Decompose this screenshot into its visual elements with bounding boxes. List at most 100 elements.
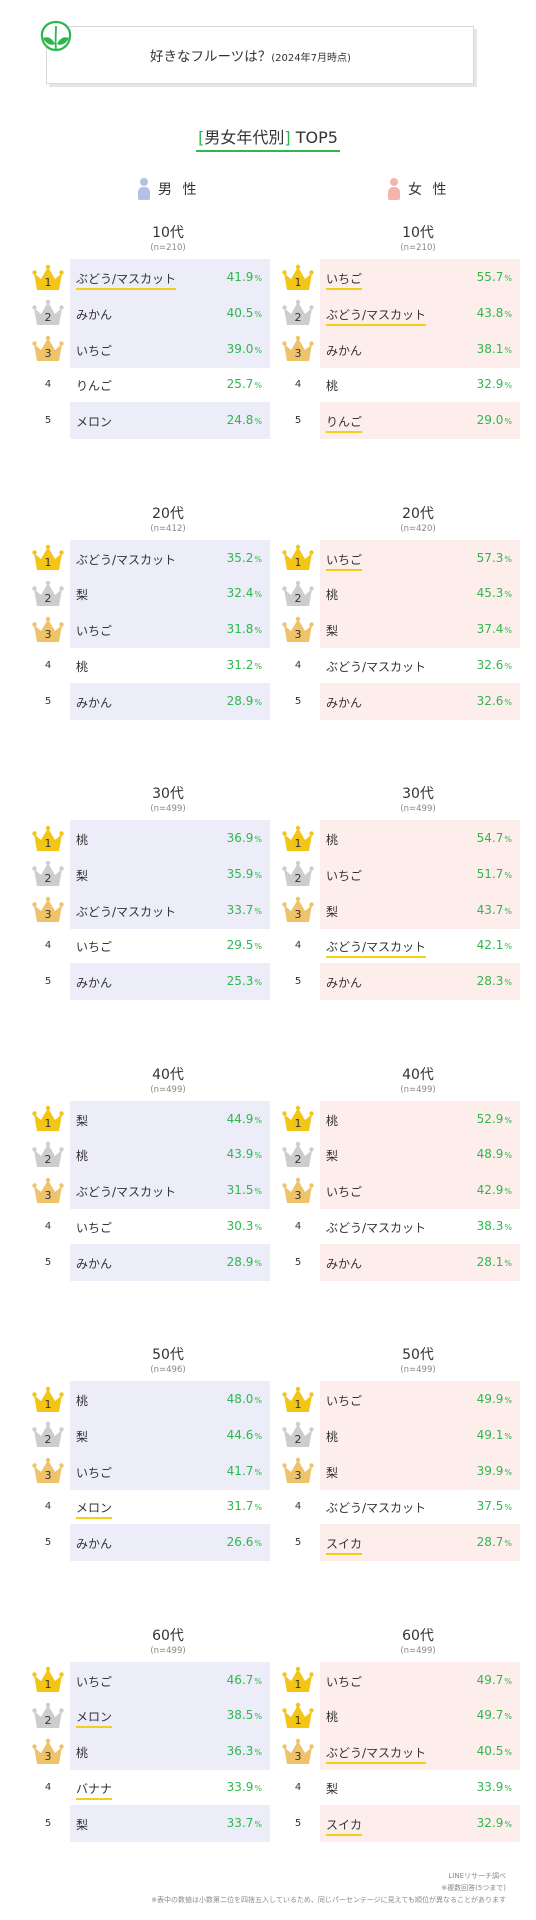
male-ranking-40代: 40代 (n=499) 1 梨 44.9% 2 桃 43.9% 3 ぶどう/マスカット 31.5% 4… (30, 1064, 270, 1281)
percentage-number: 55.7 (476, 270, 504, 284)
row-background (70, 891, 270, 929)
row-background (320, 1661, 520, 1699)
rank-cell: 4 (280, 1208, 316, 1245)
gold-crown-icon: 1 (32, 1386, 64, 1414)
ranking-row: 2 桃 45.3% (280, 575, 520, 613)
fruit-name: いちご (326, 868, 363, 883)
rank-number: 5 (294, 415, 302, 427)
percentage-number: 43.8 (476, 305, 504, 320)
percentage-number: 31.2 (226, 657, 254, 672)
percentage-value: 38.3% (477, 1219, 512, 1233)
rank-number: 3 (44, 1749, 52, 1763)
fruit-name: 桃 (76, 1149, 89, 1164)
rank-number: 1 (44, 836, 52, 850)
ranking-row: 3 梨 39.9% (280, 1452, 520, 1490)
ranking-row: 4 バナナ 33.9% (30, 1769, 270, 1806)
percentage-unit: % (504, 1748, 512, 1758)
footer-source: LINEリサーチ調べ (448, 1872, 506, 1880)
rank-number: 4 (294, 1220, 302, 1232)
ranking-row: 3 ぶどう/マスカット 33.7% (30, 891, 270, 929)
fruit-name: みかん (76, 695, 113, 710)
sample-size: (n=499) (400, 804, 436, 814)
percentage-value: 36.3% (227, 1744, 262, 1758)
percentage-unit: % (504, 1115, 512, 1125)
ranking-row: 1 いちご 55.7% (280, 259, 520, 296)
percentage-value: 49.7% (477, 1673, 512, 1687)
percentage-unit: % (504, 309, 512, 319)
section-title-suffix: TOP5 (290, 128, 338, 147)
rank-cell: 3 (280, 892, 316, 929)
rank-cell: 1 (30, 1101, 66, 1138)
percentage-number: 54.7 (476, 831, 504, 845)
row-background (320, 1136, 520, 1174)
rank-number: 4 (294, 940, 302, 952)
title-text: 好きなフルーツは？ (150, 49, 272, 65)
percentage-unit: % (504, 697, 512, 707)
sample-size: (n=499) (400, 1365, 436, 1375)
female-label: 女 性 (408, 182, 450, 198)
fruit-name: ぶどう/マスカット (326, 1220, 427, 1235)
percentage-number: 43.9 (226, 1147, 254, 1162)
rank-cell: 4 (30, 1488, 66, 1525)
rank-number: 2 (294, 1152, 302, 1166)
percentage-unit: % (504, 1539, 512, 1549)
rank-cell: 3 (30, 1733, 66, 1770)
fruit-name: ぶどう/マスカット (76, 904, 177, 919)
fruit-name: スイカ (326, 1535, 363, 1556)
percentage-number: 31.5 (226, 1183, 254, 1198)
percentage-value: 45.3% (477, 586, 512, 600)
gold-crown-icon: 1 (282, 264, 314, 292)
age-label: 30代 (402, 786, 434, 802)
fruit-name: 桃 (326, 588, 339, 603)
row-background (70, 1243, 270, 1281)
fruit-name: りんご (326, 413, 363, 434)
percentage-unit: % (504, 661, 512, 671)
percentage-number: 52.9 (476, 1111, 504, 1126)
rank-number: 4 (44, 1501, 52, 1513)
ranking-row: 1 桃 36.9% (30, 820, 270, 857)
rank-number: 4 (44, 1220, 52, 1232)
percentage-number: 36.9 (226, 831, 254, 845)
rank-number: 1 (294, 1678, 302, 1691)
percentage-unit: % (504, 1503, 512, 1513)
ranking-row: 5 みかん 25.3% (30, 963, 270, 1001)
silver-crown-icon: 2 (282, 299, 314, 327)
fruit-name: いちご (326, 1674, 363, 1689)
rank-number: 2 (294, 591, 302, 605)
rank-number: 2 (44, 1713, 52, 1727)
rank-number: 4 (294, 659, 302, 671)
percentage-unit: % (254, 1187, 262, 1197)
silver-crown-icon: 2 (282, 580, 314, 608)
rank-cell: 3 (280, 1453, 316, 1490)
fruit-name: メロン (76, 415, 113, 430)
percentage-number: 49.9 (476, 1392, 504, 1406)
row-background (70, 1136, 270, 1174)
percentage-unit: % (504, 1712, 512, 1722)
row-background (320, 1100, 520, 1138)
rank-number: 5 (44, 415, 52, 427)
rank-cell: 3 (280, 1172, 316, 1209)
male-label: 男 性 (158, 182, 200, 198)
rank-cell: 1 (280, 1381, 316, 1418)
silver-crown-icon: 2 (32, 1702, 64, 1730)
ranking-row: 2 メロン 38.5% (30, 1697, 270, 1735)
fruit-name: ぶどう/マスカット (326, 1744, 427, 1765)
row-background (320, 1172, 520, 1210)
percentage-unit: % (254, 274, 262, 283)
percentage-value: 33.9% (477, 1780, 512, 1794)
percentage-number: 36.3 (226, 1744, 254, 1759)
fruit-name: 梨 (76, 1429, 89, 1444)
fruit-name: 梨 (326, 624, 339, 639)
percentage-value: 24.8% (227, 413, 262, 427)
rank-cell: 2 (280, 1136, 316, 1173)
rank-cell: 4 (30, 366, 66, 403)
bronze-crown-icon: 3 (282, 896, 314, 924)
silver-crown-icon: 2 (32, 299, 64, 327)
ranking-row: 1 いちご 46.7% (30, 1661, 270, 1699)
rank-number: 5 (44, 976, 52, 988)
fruit-name: いちご (326, 270, 363, 290)
percentage-unit: % (504, 835, 512, 844)
percentage-number: 25.3 (226, 974, 254, 989)
percentage-value: 31.5% (227, 1183, 262, 1197)
rank-number: 5 (294, 1256, 302, 1268)
